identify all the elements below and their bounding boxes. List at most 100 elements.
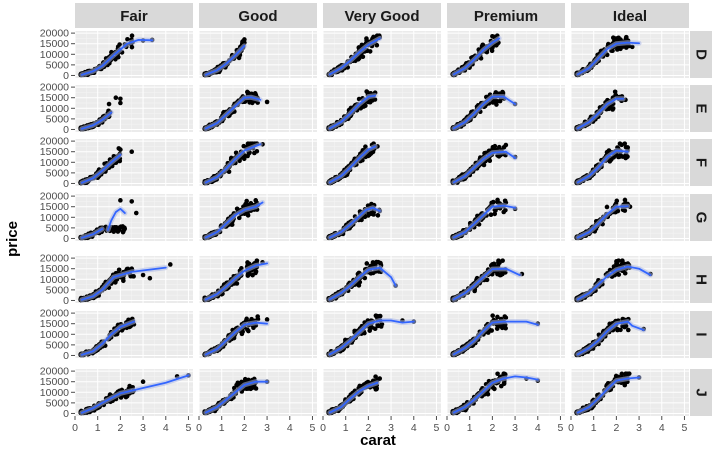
- data-points: [326, 313, 417, 358]
- smooth-line: [576, 205, 629, 239]
- data-point: [116, 267, 122, 273]
- panels-layer: [74, 31, 689, 416]
- facet-panel-good-i: [198, 311, 317, 358]
- data-point: [490, 313, 495, 318]
- smooth-line: [328, 94, 377, 130]
- data-point: [118, 100, 123, 106]
- smooth-line: [80, 228, 104, 239]
- data-point: [490, 262, 495, 267]
- facet-panel-very-good-e: [322, 85, 441, 132]
- facet-panel-fair-d: [74, 31, 193, 78]
- smooth-line: [452, 95, 516, 130]
- data-point: [251, 325, 256, 331]
- data-points: [326, 89, 378, 132]
- facet-panel-fair-g: [74, 194, 193, 241]
- smooth-line: [452, 267, 521, 301]
- data-point: [487, 158, 493, 164]
- data-point: [147, 275, 153, 281]
- data-points: [78, 262, 173, 303]
- data-point: [375, 259, 381, 265]
- data-points: [326, 201, 383, 241]
- data-point: [503, 325, 508, 331]
- smooth-line: [80, 38, 154, 76]
- data-point: [252, 150, 257, 156]
- data-point: [129, 33, 135, 39]
- data-point: [608, 157, 614, 162]
- data-points: [574, 141, 631, 186]
- data-point: [369, 210, 374, 216]
- data-point: [255, 316, 261, 322]
- data-point: [629, 44, 635, 50]
- data-point: [226, 169, 232, 174]
- data-points: [78, 316, 137, 358]
- data-points: [450, 89, 518, 132]
- facet-panel-ideal-h: [570, 256, 689, 303]
- data-point: [492, 143, 498, 149]
- data-points: [202, 314, 270, 358]
- data-point: [496, 144, 502, 150]
- data-point: [610, 107, 615, 112]
- smooth-line: [328, 37, 381, 76]
- facet-panel-premium-f: [446, 139, 565, 186]
- data-point: [362, 275, 368, 281]
- smooth-line: [328, 145, 377, 184]
- data-point: [369, 325, 375, 330]
- facet-panel-premium-i: [446, 311, 565, 358]
- data-points: [202, 89, 270, 132]
- data-point: [236, 215, 242, 221]
- facet-panel-good-g: [198, 194, 317, 241]
- data-points: [78, 95, 123, 132]
- data-points: [574, 34, 642, 78]
- facet-panel-good-e: [198, 85, 317, 132]
- facet-panel-good-d: [198, 31, 317, 78]
- data-point: [133, 210, 139, 216]
- data-point: [364, 89, 369, 94]
- data-point: [615, 208, 621, 214]
- smooth-line: [204, 262, 268, 301]
- smooth-line: [576, 149, 629, 184]
- facet-panel-very-good-d: [322, 31, 441, 78]
- data-point: [500, 325, 505, 331]
- smooth-line: [452, 204, 516, 239]
- smooth-line: [452, 320, 539, 356]
- facet-panel-premium-h: [446, 256, 565, 303]
- data-points: [78, 198, 139, 241]
- smooth-line: [204, 321, 268, 356]
- data-point: [503, 315, 509, 321]
- smooth-line: [204, 143, 262, 184]
- smooth-line: [576, 265, 652, 301]
- data-point: [614, 259, 619, 264]
- data-point: [242, 37, 247, 42]
- smooth-line: [80, 320, 135, 356]
- data-point: [130, 273, 135, 279]
- data-point: [612, 89, 618, 95]
- data-points: [574, 258, 653, 303]
- smooth-line: [452, 37, 501, 76]
- data-points: [450, 142, 518, 186]
- data-point: [378, 324, 384, 329]
- data-point: [253, 270, 258, 276]
- data-point: [264, 317, 270, 322]
- smooth-line: [80, 153, 122, 184]
- facet-panel-good-h: [198, 256, 317, 303]
- data-point: [371, 34, 376, 40]
- data-point: [368, 151, 374, 156]
- data-point: [245, 153, 250, 159]
- facet-panel-fair-i: [74, 311, 193, 358]
- facet-panel-very-good-h: [322, 256, 441, 303]
- data-point: [369, 201, 374, 207]
- data-point: [485, 330, 491, 335]
- data-point: [106, 101, 112, 107]
- data-points: [574, 89, 628, 132]
- data-points: [450, 33, 502, 78]
- facet-panel-premium-e: [446, 85, 565, 132]
- smooth-line: [576, 97, 625, 130]
- facet-panel-ideal-g: [570, 194, 689, 241]
- data-points: [78, 33, 155, 78]
- data-point: [241, 156, 247, 162]
- smooth-line: [80, 266, 167, 301]
- data-point: [500, 89, 505, 95]
- facet-panel-ideal-f: [570, 139, 689, 186]
- data-point: [495, 314, 500, 320]
- facet-panel-ideal-e: [570, 85, 689, 132]
